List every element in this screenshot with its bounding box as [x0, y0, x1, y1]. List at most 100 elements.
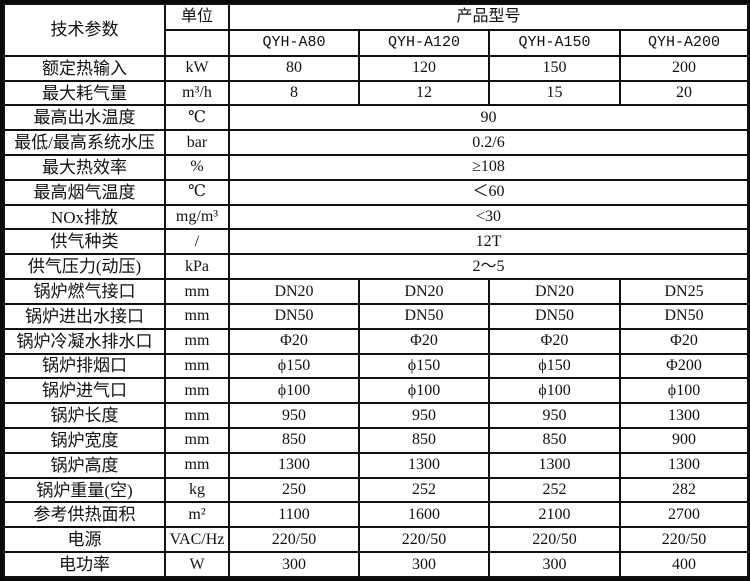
value-cell: Φ20	[228, 327, 360, 355]
value-cell: 1300	[488, 451, 621, 479]
param-label: 锅炉冷凝水排水口	[3, 327, 166, 355]
unit-cell: mm	[164, 426, 230, 454]
value-cell: 850	[358, 426, 490, 454]
value-cell: 950	[358, 402, 490, 429]
value-cell-merged: ＜60	[227, 178, 750, 206]
value-cell: DN20	[358, 278, 490, 305]
unit-cell: mm	[164, 451, 230, 479]
unit-cell: VAC/Hz	[164, 526, 230, 554]
table-row: 供气种类/12T	[3, 228, 750, 256]
param-label: 最低/最高系统水压	[3, 129, 166, 157]
value-cell: 220/50	[618, 526, 750, 554]
value-cell: ϕ100	[618, 377, 750, 405]
value-cell: 120	[358, 54, 490, 82]
value-cell: 950	[228, 402, 360, 429]
param-label: 锅炉进气口	[3, 377, 166, 405]
value-cell: 1300	[618, 402, 750, 429]
value-cell: 1600	[358, 501, 490, 529]
value-cell: Φ200	[618, 352, 750, 380]
param-label: 电源	[3, 526, 166, 554]
value-cell: DN50	[358, 302, 490, 330]
value-cell: 1300	[358, 451, 490, 479]
value-cell-merged: ≥108	[227, 154, 750, 181]
value-cell: DN25	[618, 278, 750, 305]
table-row: 参考供热面积 m² 1100 1600 2100 2700	[3, 501, 750, 529]
value-cell: 15	[488, 79, 621, 107]
value-cell: ϕ100	[228, 377, 360, 405]
param-label: 供气压力(动压)	[3, 253, 166, 281]
value-cell: 220/50	[488, 526, 621, 554]
table-row: 电源 VAC/Hz 220/50 220/50 220/50 220/50	[3, 526, 750, 554]
value-cell: 2100	[488, 501, 621, 529]
value-cell: 300	[488, 551, 621, 578]
table-row: 最大热效率% ≥108	[3, 154, 750, 181]
param-label: 额定热输入	[3, 54, 166, 82]
value-cell: Φ20	[618, 327, 750, 355]
unit-header-blank	[164, 28, 230, 57]
unit-cell: mg/m³	[164, 203, 230, 231]
model-group-header: 产品型号	[227, 3, 750, 31]
table-row: 锅炉进气口 mm ϕ100 ϕ100 ϕ100 ϕ100	[3, 377, 750, 405]
value-cell: 850	[228, 426, 360, 454]
unit-cell: ℃	[164, 104, 230, 132]
value-cell-merged: <30	[227, 203, 750, 231]
value-cell: 950	[488, 402, 621, 429]
table-row: 最大耗气量 m³/h 8 12 15 20	[3, 79, 750, 107]
param-label: 锅炉高度	[3, 451, 166, 479]
unit-header: 单位	[164, 3, 230, 31]
unit-cell: mm	[164, 352, 230, 380]
param-label: 锅炉宽度	[3, 426, 166, 454]
header-row: 技术参数 单位 产品型号	[3, 3, 750, 57]
value-cell: ϕ150	[358, 352, 490, 380]
table-row: 锅炉排烟口 mm ϕ150 ϕ150 ϕ150 Φ200	[3, 352, 750, 380]
unit-cell: kW	[164, 54, 230, 82]
unit-cell: kg	[164, 476, 230, 504]
value-cell: 252	[488, 476, 621, 504]
model-header: QYH-A80	[228, 28, 360, 57]
value-cell: 250	[228, 476, 360, 504]
unit-cell: kPa	[164, 253, 230, 281]
param-label: 最高出水温度	[3, 104, 166, 132]
unit-cell: m²	[164, 501, 230, 529]
value-cell: ϕ150	[228, 352, 360, 380]
value-cell: 900	[618, 426, 750, 454]
unit-cell: mm	[164, 327, 230, 355]
unit-cell: mm	[164, 302, 230, 330]
value-cell: 1100	[228, 501, 360, 529]
model-header: QYH-A200	[618, 28, 750, 57]
table-row: 锅炉长度 mm 950 950 950 1300	[3, 402, 750, 429]
value-cell: DN50	[228, 302, 360, 330]
param-label: 电功率	[3, 551, 166, 578]
model-header: QYH-A150	[488, 28, 621, 57]
table-row: 额定热输入 kW 80 120 150 200	[3, 54, 750, 82]
value-cell-merged: 0.2/6	[227, 129, 750, 157]
value-cell: Φ20	[488, 327, 621, 355]
value-cell: ϕ100	[488, 377, 621, 405]
param-label: 参考供热面积	[3, 501, 166, 529]
value-cell: 850	[488, 426, 621, 454]
value-cell: ϕ150	[488, 352, 621, 380]
table-row: 供气压力(动压) kPa 2～5	[3, 253, 750, 281]
param-label: 供气种类	[3, 228, 166, 256]
param-label: 最大耗气量	[3, 79, 166, 107]
param-label: 锅炉排烟口	[3, 352, 166, 380]
value-cell: 8	[228, 79, 360, 107]
param-label: 最大热效率	[3, 154, 166, 181]
table-row: NOx排放 mg/m³ <30	[3, 203, 750, 231]
model-header-row: QYH-A80 QYH-A120 QYH-A150 QYH-A200	[4, 28, 750, 57]
value-cell: 1300	[618, 451, 750, 479]
model-header: QYH-A120	[358, 28, 490, 57]
value-cell-merged: 12T	[227, 228, 750, 256]
spec-table: 技术参数 单位 产品型号 QYH-A80 QYH-A120 QYH-A150 Q…	[3, 3, 750, 578]
table-row: 锅炉进出水接口 mm DN50 DN50 DN50 DN50	[3, 302, 750, 330]
unit-cell: mm	[164, 402, 230, 429]
value-cell: 252	[358, 476, 490, 504]
param-header: 技术参数	[3, 3, 166, 57]
table-row: 锅炉冷凝水排水口 mm Φ20 Φ20 Φ20 Φ20	[3, 327, 750, 355]
value-cell: 300	[358, 551, 490, 578]
param-label: 锅炉长度	[3, 402, 166, 429]
value-cell-merged: 2～5	[227, 253, 750, 281]
param-label: 锅炉重量(空)	[3, 476, 166, 504]
table-row: 锅炉燃气接口 mm DN20 DN20 DN20 DN25	[3, 278, 750, 305]
